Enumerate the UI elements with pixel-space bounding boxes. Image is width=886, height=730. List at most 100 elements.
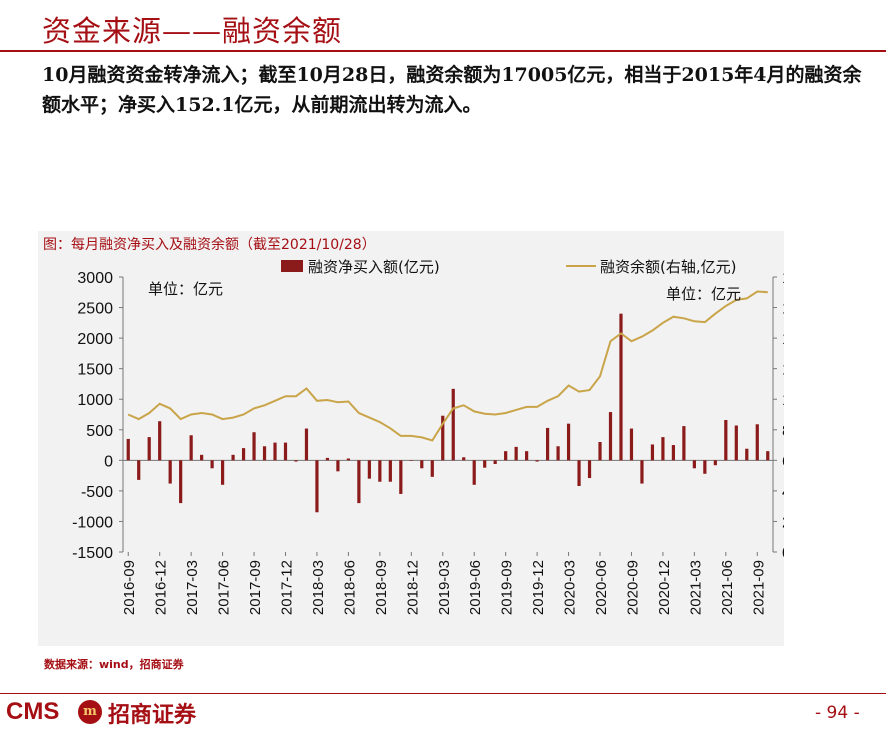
x-tick-label: 2020-03 bbox=[562, 560, 579, 615]
bar-2018-07 bbox=[357, 460, 361, 504]
bar-2019-09 bbox=[504, 451, 508, 461]
y-left-tick-label: 1500 bbox=[77, 362, 113, 379]
y-right-tick-label: 4000 bbox=[782, 484, 784, 501]
line-margin-balance bbox=[127, 290, 768, 442]
bar-2016-09 bbox=[126, 438, 130, 461]
x-tick-label: 2017-09 bbox=[247, 560, 264, 615]
left-unit-label: 单位：亿元 bbox=[148, 280, 223, 298]
y-left-tick-label: 500 bbox=[86, 423, 113, 440]
bar-2018-11 bbox=[399, 460, 403, 494]
logo-badge-icon: m bbox=[78, 700, 102, 724]
bar-2018-12 bbox=[409, 460, 413, 461]
bar-2018-02 bbox=[304, 428, 309, 461]
x-tick-label: 2021-09 bbox=[750, 560, 767, 615]
bar-2020-05 bbox=[587, 460, 592, 479]
bar-2019-12 bbox=[535, 460, 539, 462]
bar-2020-06 bbox=[598, 442, 602, 461]
y-left-tick-label: -1000 bbox=[72, 514, 113, 531]
bar-2020-03 bbox=[566, 423, 571, 461]
bar-2018-05 bbox=[336, 460, 340, 472]
bar-2021-05 bbox=[713, 460, 717, 466]
bar-2017-03 bbox=[189, 435, 193, 461]
x-tick-label: 2018-06 bbox=[341, 560, 358, 615]
bar-2016-11 bbox=[147, 437, 151, 461]
bar-2020-10 bbox=[640, 460, 644, 484]
bar-2018-10 bbox=[388, 460, 392, 482]
bar-2017-08 bbox=[241, 448, 246, 461]
x-tick-label: 2017-03 bbox=[184, 560, 201, 615]
legend-line-label: 融资余额(右轴,亿元) bbox=[600, 258, 736, 276]
bar-2019-05 bbox=[462, 457, 466, 461]
y-left-tick-label: 1000 bbox=[77, 392, 113, 409]
bar-2016-12 bbox=[158, 421, 162, 461]
x-tick-label: 2018-09 bbox=[373, 560, 390, 615]
y-left-tick-label: 2500 bbox=[77, 301, 113, 318]
chart: 图：每月融资净买入及融资余额（截至2021/10/28） -1500 -1000 -5… bbox=[43, 236, 784, 615]
bar-2020-11 bbox=[650, 444, 655, 461]
bar-2017-10 bbox=[262, 446, 267, 461]
y-right-tick-label: 14000 bbox=[782, 331, 784, 348]
bar-2020-01 bbox=[545, 427, 550, 461]
bar-2020-02 bbox=[556, 446, 560, 461]
bar-2019-01 bbox=[420, 460, 424, 469]
y-left-tick-label: -500 bbox=[81, 484, 113, 501]
data-source: 数据来源：wind，招商证券 bbox=[44, 658, 184, 671]
bar-2020-08 bbox=[619, 313, 623, 461]
bar-2018-01 bbox=[294, 460, 298, 462]
bar-2017-09 bbox=[252, 432, 256, 461]
y-left-tick-label: 2000 bbox=[77, 331, 113, 348]
logo-cms-text: CMS bbox=[6, 698, 60, 725]
bar-2018-09 bbox=[378, 460, 382, 482]
bar-2017-01 bbox=[168, 460, 172, 484]
footer-divider bbox=[0, 693, 886, 694]
x-tick-label: 2017-12 bbox=[279, 560, 296, 615]
bar-2021-06 bbox=[724, 420, 728, 461]
bar-2017-02 bbox=[179, 460, 183, 504]
bar-2018-03 bbox=[315, 460, 319, 513]
y-left-tick-label: 3000 bbox=[77, 270, 113, 287]
bar-2021-08 bbox=[745, 448, 749, 461]
bar-2017-11 bbox=[273, 442, 277, 461]
y-right-tick-label: 12000 bbox=[782, 362, 784, 379]
legend-bar-label: 融资净买入额(亿元) bbox=[308, 258, 440, 276]
x-tick-label: 2016-12 bbox=[153, 560, 170, 615]
x-tick-label: 2019-03 bbox=[436, 560, 453, 615]
x-tick-label: 2017-06 bbox=[216, 560, 233, 615]
bar-2020-12 bbox=[661, 437, 665, 461]
y-left-tick-label: -1500 bbox=[72, 545, 113, 562]
x-tick-label: 2018-12 bbox=[404, 560, 421, 615]
bar-2016-10 bbox=[137, 460, 141, 480]
x-tick-label: 2020-06 bbox=[593, 560, 610, 615]
bar-2021-04 bbox=[703, 460, 707, 474]
bar-2020-07 bbox=[608, 412, 613, 461]
bar-2020-04 bbox=[577, 460, 581, 486]
y-right-tick-label: 10000 bbox=[782, 392, 784, 409]
y-right-tick-label: 18000 bbox=[782, 270, 784, 287]
bar-2021-07 bbox=[734, 425, 738, 461]
bar-2019-10 bbox=[514, 446, 518, 461]
y-right-tick-label: 0 bbox=[782, 545, 784, 562]
page-number: - 94 - bbox=[815, 703, 860, 723]
bar-2021-01 bbox=[671, 445, 676, 461]
bar-2017-06 bbox=[220, 460, 225, 485]
bar-2019-03 bbox=[441, 415, 445, 461]
summary-text: 10月融资资金转净流入；截至10月28日，融资余额为17005亿元，相当于201… bbox=[42, 64, 862, 116]
x-tick-label: 2021-03 bbox=[687, 560, 704, 615]
bar-2021-02 bbox=[682, 426, 686, 461]
bar-2021-09 bbox=[755, 424, 759, 461]
bar-2018-06 bbox=[346, 458, 351, 461]
bar-2019-08 bbox=[493, 460, 497, 464]
chart-title: 图：每月融资净买入及融资余额（截至2021/10/28） bbox=[43, 236, 376, 253]
bar-2018-04 bbox=[325, 457, 330, 461]
x-tick-label: 2018-03 bbox=[310, 560, 327, 615]
y-right-tick-label: 16000 bbox=[782, 301, 784, 318]
y-right-tick-label: 2000 bbox=[782, 514, 784, 531]
right-unit-label: 单位：亿元 bbox=[666, 285, 741, 303]
x-tick-label: 2019-06 bbox=[467, 560, 484, 615]
y-right-tick-label: 8000 bbox=[782, 423, 784, 440]
y-left-tick-label: 0 bbox=[104, 453, 113, 470]
x-tick-label: 2019-09 bbox=[499, 560, 516, 615]
bar-2017-04 bbox=[200, 454, 204, 461]
page-title: 资金来源——融资余额 bbox=[42, 14, 343, 48]
bar-2017-05 bbox=[210, 460, 214, 469]
